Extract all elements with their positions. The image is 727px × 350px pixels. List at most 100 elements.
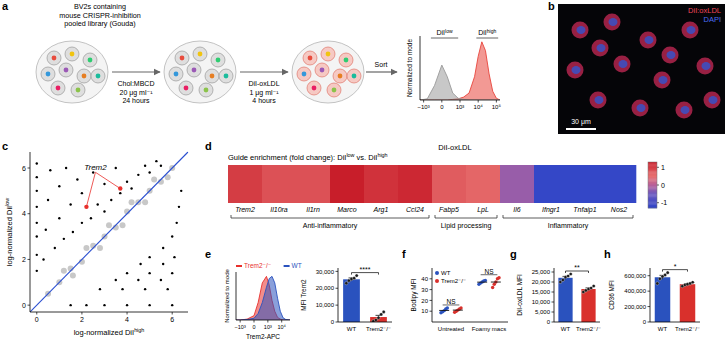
panel-letter: g [510,248,517,260]
cell [77,69,91,83]
nucleus-stain [637,104,646,112]
point [61,268,67,274]
heatmap-cell [364,165,398,203]
y-axis-label: Bodipy MFI [410,278,418,311]
x-tick [460,100,461,103]
y-axis [236,272,237,320]
cell [205,69,219,83]
colorbar-label: 1 [661,164,665,171]
point [103,304,105,306]
cell-stain [592,40,609,57]
point [115,279,117,281]
point [162,263,164,265]
y-tick-label: 25,000 [532,269,551,275]
guide-dot [46,72,51,77]
guide-dot [216,58,221,63]
scale-label: 30 μm [571,118,591,126]
significance-label: NS [484,268,494,275]
significance-bracket [566,271,589,273]
y-tick-label: 10 [421,308,428,314]
plot-area [343,274,387,322]
y-axis-label: Normalized to mode [224,268,230,322]
y-tick [336,271,339,272]
guide-dot [198,52,203,57]
guide-dot [184,86,189,91]
strip-chart: UntreatedFoamy macs10203040Bodipy MFINSN… [410,268,508,332]
point [173,256,175,258]
schematic-label: pooled library (Gouda) [64,19,136,28]
data-point [569,272,572,275]
x-tick-label: 10⁴ [474,104,484,110]
gate-label: DiIhigh [478,28,496,36]
x-axis-label: log-normalized DiIhigh [74,327,145,337]
cell-stain [614,56,631,73]
subtitle: Guide enrichment (fold change): DiIlow v… [228,152,388,162]
y-tick-label: 0 [643,319,647,325]
cell [71,83,85,97]
bar [680,284,696,322]
legend-swatch [435,271,439,275]
density-curve [236,276,290,320]
point [118,186,122,190]
cell [347,69,361,83]
cell [315,63,329,77]
panel-letter: c [2,140,8,152]
x-tick-label: 2 [80,316,84,323]
text-part: high [377,152,387,158]
y-tick [648,322,651,323]
y-axis-label: CD36 MFI [608,280,615,310]
bar [581,289,595,322]
y-axis [432,268,433,322]
point [69,203,71,205]
y-axis [554,268,555,322]
point [63,238,65,240]
cell [321,47,335,61]
colorbar-tick [657,167,659,168]
point [171,235,173,237]
point [137,174,139,176]
figure: abcdefghBV2s containingmouse CRISPR-inhi… [0,0,727,350]
plot-area [236,276,290,320]
data-point [664,273,667,276]
cell [59,63,73,77]
guide-dot [210,74,215,79]
y-tick-label: 2 [22,256,26,263]
cell [297,67,311,81]
point [171,272,173,274]
cell-stain [697,58,714,75]
point [121,288,123,290]
point [42,258,44,260]
bar [343,279,360,322]
legend-swatch [435,279,439,283]
panel-letter: f [402,248,406,260]
guide-dot [52,56,57,61]
x-tick [441,100,442,103]
gene-label: Tnfaip1 [573,206,596,214]
point [119,192,121,194]
x-tick [423,100,424,103]
cell [333,69,347,83]
guide-dot [312,86,317,91]
x-tick [478,100,479,103]
y-tick [28,168,31,169]
step-label: 24 hours [122,97,150,104]
cell [303,51,317,65]
point [76,178,78,180]
cell [51,81,65,95]
heatmap-cell [466,165,500,203]
cell-stain [640,32,657,49]
text-part: vs. DiI [355,153,378,162]
point [148,304,150,306]
point [36,254,38,256]
point [178,206,180,208]
y-tick [336,288,339,289]
colorbar-label: -1 [661,199,667,206]
y-tick [430,278,433,279]
category-label: Trem2⁻/⁻ [576,326,601,332]
density-curve [420,65,500,100]
nucleus-stain [577,26,586,34]
gate [431,38,458,39]
legend-swatch [284,265,290,267]
significance-label: ** [574,264,580,271]
y-tick [552,282,555,283]
